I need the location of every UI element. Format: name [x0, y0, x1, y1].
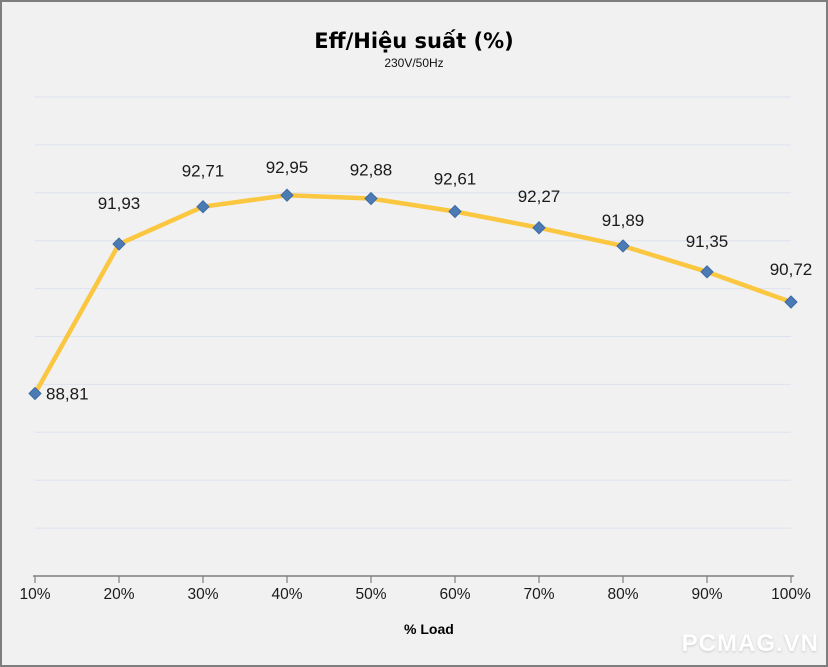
data-point-marker: [112, 237, 126, 251]
data-point-label: 91,93: [98, 194, 141, 213]
data-point-marker: [28, 386, 42, 401]
data-point-label: 92,61: [434, 169, 477, 188]
chart-title: Eff/Hiệu suất (%): [314, 29, 514, 53]
data-point-marker: [364, 191, 378, 206]
data-point-marker: [196, 199, 210, 214]
series-line: [32, 192, 794, 396]
data-point-label: 92,88: [350, 161, 393, 180]
watermark: PCMAG.VN: [681, 630, 819, 657]
data-point-marker: [700, 265, 714, 279]
data-point-label: 91,89: [602, 211, 645, 230]
x-axis-tick-label: 70%: [523, 586, 554, 603]
data-point-marker: [448, 204, 462, 219]
x-axis-tick-label: 50%: [355, 586, 386, 603]
data-point-label: 92,95: [266, 158, 309, 177]
chart-subtitle: 230V/50Hz: [384, 56, 444, 70]
x-axis-tick-label: 60%: [439, 586, 470, 603]
data-point-label: 91,35: [686, 232, 729, 251]
data-point-label: 90,72: [770, 260, 813, 279]
x-axis-title: % Load: [404, 621, 454, 637]
data-point-marker: [532, 221, 546, 235]
data-point-marker: [784, 295, 798, 309]
x-axis-tick-label: 20%: [103, 586, 134, 603]
data-point-label: 92,71: [182, 162, 225, 181]
x-axis-tick-label: 30%: [187, 586, 218, 603]
x-axis-tick-label: 10%: [19, 586, 50, 603]
data-point-label: 88,81: [46, 385, 89, 404]
data-point-marker: [616, 239, 630, 253]
x-axis-tick-label: 80%: [607, 586, 638, 603]
data-point-marker: [280, 188, 294, 202]
x-axis-tick-label: 90%: [691, 586, 722, 603]
x-axis-tick-label: 100%: [771, 586, 811, 603]
x-axis-tick-label: 40%: [271, 586, 302, 603]
data-point-label: 92,27: [518, 187, 561, 206]
